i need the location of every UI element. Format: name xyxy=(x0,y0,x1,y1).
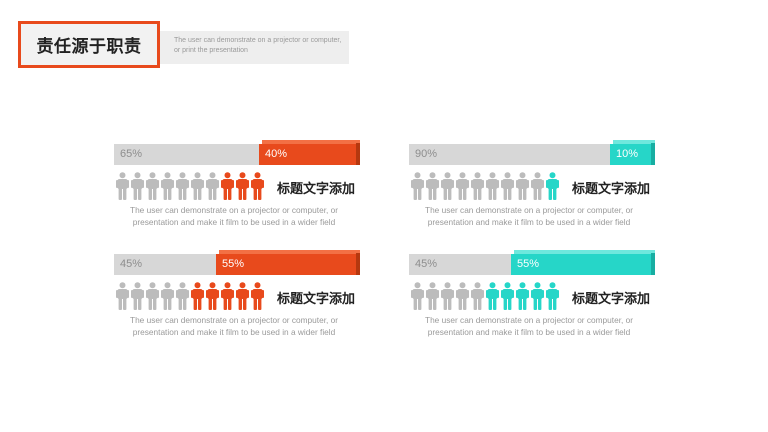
bar-highlight-label: 10% xyxy=(616,148,639,160)
person-icon-highlighted xyxy=(191,282,206,310)
item-description-line-2: presentation and make it film to be used… xyxy=(132,327,336,337)
person-icon xyxy=(161,172,176,200)
page-title: 责任源于职责 xyxy=(36,37,142,56)
item-description-line-2: presentation and make it film to be used… xyxy=(132,217,336,227)
person-icon-highlighted xyxy=(221,282,236,310)
item-description-line-1: The user can demonstrate on a projector … xyxy=(425,205,633,215)
people-row xyxy=(116,282,266,310)
person-icon xyxy=(456,282,471,310)
item-description: The user can demonstrate on a projector … xyxy=(401,314,657,338)
person-icon-highlighted xyxy=(546,282,561,310)
bar-highlight-label: 40% xyxy=(265,148,288,160)
person-icon xyxy=(176,282,191,310)
bar-base: 90% xyxy=(409,144,651,165)
bar-highlight-label: 55% xyxy=(222,258,245,270)
bar-highlight-top xyxy=(514,250,655,254)
bar-highlight: 10% xyxy=(610,140,655,165)
progress-bar: 90% 10% xyxy=(409,140,655,166)
bar-base-label: 45% xyxy=(120,258,143,270)
person-icon-highlighted xyxy=(251,172,266,200)
item-title: 标题文字添加 xyxy=(277,291,356,306)
header-subtitle: The user can demonstrate on a projector … xyxy=(174,37,342,54)
person-icon xyxy=(426,172,441,200)
person-icon xyxy=(441,172,456,200)
person-icon xyxy=(471,282,486,310)
person-icon xyxy=(516,172,531,200)
person-icon xyxy=(426,282,441,310)
item-title: 标题文字添加 xyxy=(277,181,356,196)
person-icon xyxy=(411,282,426,310)
person-icon xyxy=(116,282,131,310)
person-icon xyxy=(146,282,161,310)
item-description-line-1: The user can demonstrate on a projector … xyxy=(425,315,633,325)
progress-bar: 65% 40% xyxy=(114,140,360,166)
bar-base-label: 65% xyxy=(120,148,143,160)
person-icon-highlighted xyxy=(236,172,251,200)
bar-base-label: 45% xyxy=(415,258,438,270)
person-icon-highlighted xyxy=(221,172,236,200)
bar-highlight-label: 55% xyxy=(517,258,540,270)
person-icon xyxy=(471,172,486,200)
bar-highlight-top xyxy=(613,140,655,144)
people-row xyxy=(116,172,266,200)
stat-panel-3: 45% 55% 标题文字添加 The user can demonstrate … xyxy=(114,250,364,346)
person-icon xyxy=(131,172,146,200)
stat-panel-2: 90% 10% 标题文字添加 The user can demonstrate … xyxy=(409,140,659,236)
person-icon xyxy=(531,172,546,200)
person-icon-highlighted xyxy=(501,282,516,310)
item-title: 标题文字添加 xyxy=(572,291,651,306)
bar-highlight-side xyxy=(356,253,360,275)
item-description: The user can demonstrate on a projector … xyxy=(401,204,657,228)
person-icon-highlighted xyxy=(486,282,501,310)
person-icon xyxy=(456,172,471,200)
bar-highlight: 55% xyxy=(511,250,655,275)
bar-highlight-side xyxy=(356,143,360,165)
person-icon xyxy=(131,282,146,310)
person-icon xyxy=(486,172,501,200)
person-icon xyxy=(191,172,206,200)
progress-bar: 45% 55% xyxy=(409,250,655,276)
bar-highlight: 40% xyxy=(259,140,360,165)
person-icon-highlighted xyxy=(546,172,561,200)
stat-panel-4: 45% 55% 标题文字添加 The user can demonstrate … xyxy=(409,250,659,346)
person-icon-highlighted xyxy=(236,282,251,310)
item-description-line-2: presentation and make it film to be used… xyxy=(427,327,631,337)
item-description: The user can demonstrate on a projector … xyxy=(106,314,362,338)
person-icon xyxy=(116,172,131,200)
person-icon-highlighted xyxy=(251,282,266,310)
item-description-line-1: The user can demonstrate on a projector … xyxy=(130,315,338,325)
item-description-line-1: The user can demonstrate on a projector … xyxy=(130,205,338,215)
bar-base-label: 90% xyxy=(415,148,438,160)
bar-highlight-side xyxy=(651,143,655,165)
stat-panel-1: 65% 40% 标题文字添加 The user can demonstrate … xyxy=(114,140,364,236)
people-row xyxy=(411,172,561,200)
item-description: The user can demonstrate on a projector … xyxy=(106,204,362,228)
item-description-line-2: presentation and make it film to be used… xyxy=(427,217,631,227)
person-icon-highlighted xyxy=(516,282,531,310)
header-title-box: 责任源于职责 xyxy=(18,21,160,68)
bar-highlight-side xyxy=(651,253,655,275)
person-icon xyxy=(441,282,456,310)
person-icon xyxy=(206,172,221,200)
person-icon xyxy=(176,172,191,200)
people-row xyxy=(411,282,561,310)
progress-bar: 45% 55% xyxy=(114,250,360,276)
person-icon-highlighted xyxy=(206,282,221,310)
bar-highlight: 55% xyxy=(216,250,360,275)
bar-highlight-top xyxy=(262,140,360,144)
person-icon xyxy=(411,172,426,200)
person-icon xyxy=(161,282,176,310)
person-icon xyxy=(146,172,161,200)
person-icon-highlighted xyxy=(531,282,546,310)
bar-highlight-top xyxy=(219,250,360,254)
item-title: 标题文字添加 xyxy=(572,181,651,196)
person-icon xyxy=(501,172,516,200)
